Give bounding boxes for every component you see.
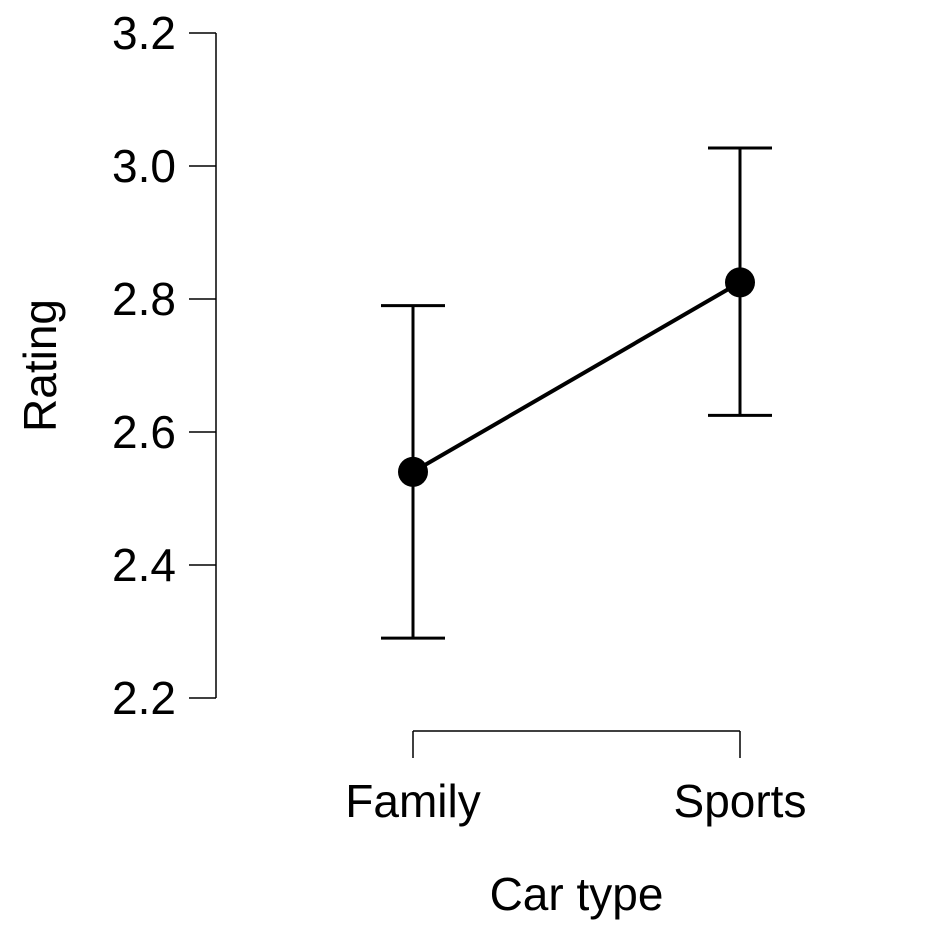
plot-area <box>381 146 772 640</box>
x-ticks: Family Sports <box>345 731 806 827</box>
data-point <box>398 456 428 487</box>
x-axis: Family Sports <box>345 730 806 827</box>
y-tick-label: 3.2 <box>112 7 176 59</box>
y-axis: 2.2 2.4 2.6 2.8 3.0 3.2 <box>112 7 217 724</box>
x-tick-label: Family <box>345 775 480 827</box>
x-axis-title: Car type <box>490 868 664 920</box>
y-tick-label: 2.6 <box>112 406 176 458</box>
y-tick-label: 2.4 <box>112 539 176 591</box>
y-tick-label: 3.0 <box>112 140 176 192</box>
series-line <box>411 280 742 474</box>
y-tick-label: 2.8 <box>112 273 176 325</box>
y-axis-title: Rating <box>14 299 66 432</box>
y-ticks: 2.2 2.4 2.6 2.8 3.0 3.2 <box>112 7 216 724</box>
data-point <box>725 267 755 298</box>
x-tick-label: Sports <box>674 775 807 827</box>
y-tick-label: 2.2 <box>112 672 176 724</box>
